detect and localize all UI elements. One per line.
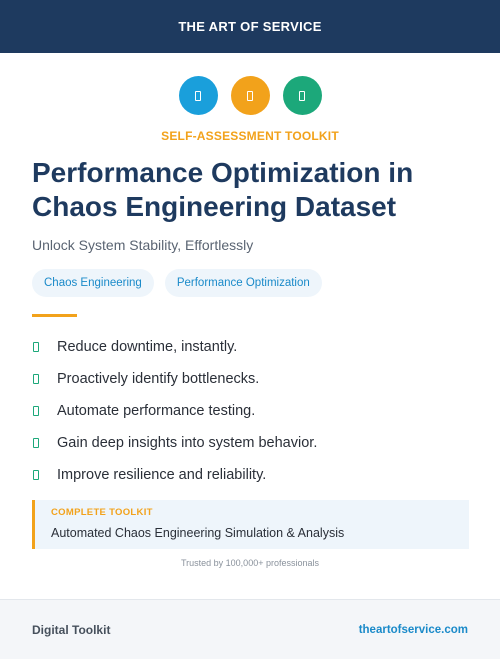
feature-list: Reduce downtime, instantly. Proactively …	[32, 331, 317, 491]
footer-bar: Digital Toolkit theartofservice.com	[0, 599, 500, 659]
doc-icon-blue	[178, 76, 218, 115]
feature-item: Automate performance testing.	[32, 395, 317, 427]
trusted-note: Trusted by 100,000+ professionals	[180, 558, 319, 568]
brand-name: THE ART OF SERVICE	[178, 19, 322, 34]
footer-link[interactable]: theartofservice.com	[358, 623, 468, 636]
icon-row	[0, 76, 500, 115]
callout-label: COMPLETE TOOLKIT	[51, 507, 153, 518]
doc-icon-orange	[230, 76, 270, 115]
tag-performance-optimization: Performance Optimization	[164, 269, 322, 297]
callout-text: Automated Chaos Engineering Simulation &…	[51, 526, 345, 540]
tag-chaos-engineering: Chaos Engineering	[32, 269, 154, 297]
toolkit-callout: COMPLETE TOOLKIT Automated Chaos Enginee…	[32, 500, 469, 549]
feature-item: Reduce downtime, instantly.	[32, 331, 317, 363]
feature-item: Gain deep insights into system behavior.	[32, 427, 317, 459]
check-icon	[33, 406, 39, 416]
check-icon	[33, 374, 39, 384]
footer-label: Digital Toolkit	[32, 622, 111, 637]
page-title: Performance Optimization in Chaos Engine…	[32, 157, 414, 222]
check-icon	[33, 470, 39, 480]
feature-item: Proactively identify bottlenecks.	[32, 363, 317, 395]
doc-icon-green	[282, 76, 322, 115]
accent-divider	[32, 314, 77, 317]
kicker-label: SELF-ASSESSMENT TOOLKIT	[161, 129, 339, 143]
tag-list: Chaos Engineering Performance Optimizati…	[32, 269, 322, 297]
header-bar: THE ART OF SERVICE	[0, 0, 500, 53]
check-icon	[33, 342, 39, 352]
subtitle: Unlock System Stability, Effortlessly	[32, 237, 254, 253]
check-icon	[33, 438, 39, 448]
feature-item: Improve resilience and reliability.	[32, 459, 317, 491]
